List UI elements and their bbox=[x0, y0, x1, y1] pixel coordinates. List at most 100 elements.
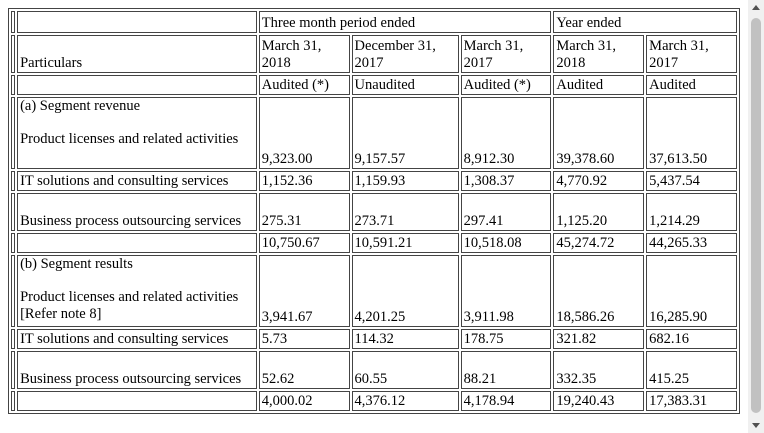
row-label-blank bbox=[17, 233, 257, 253]
row-label: IT solutions and consulting services bbox=[17, 171, 257, 191]
value-cell: 88.21 bbox=[460, 351, 552, 389]
total-cell: 19,240.43 bbox=[553, 391, 645, 411]
value-cell: 3,941.67 bbox=[258, 255, 350, 327]
scrollbar-thumb[interactable] bbox=[751, 18, 761, 413]
value-cell: 9,323.00 bbox=[258, 97, 350, 169]
total-cell: 45,274.72 bbox=[553, 233, 645, 253]
col-status-2: Unaudited bbox=[351, 75, 459, 95]
total-cell: 4,178.94 bbox=[460, 391, 552, 411]
col-date-4: March 31, 2018 bbox=[553, 35, 645, 73]
value-cell: 178.75 bbox=[460, 329, 552, 349]
value-cell: 4,201.25 bbox=[351, 255, 459, 327]
row-label-text: Product licenses and related activities … bbox=[20, 289, 239, 322]
table-row: IT solutions and consulting services 1,1… bbox=[11, 171, 737, 191]
col-date-5: March 31, 2017 bbox=[646, 35, 737, 73]
section-heading-revenue: (a) Segment revenue bbox=[20, 98, 141, 114]
header-three-month: Three month period ended bbox=[258, 11, 552, 33]
col-date-line1: March 31, bbox=[463, 38, 524, 54]
value-cell: 5.73 bbox=[258, 329, 350, 349]
row-stub bbox=[11, 351, 16, 389]
row-label: (b) Segment results Product licenses and … bbox=[17, 255, 257, 327]
col-date-line2: 2017 bbox=[463, 55, 493, 71]
document-viewport: Three month period ended Year ended Part… bbox=[8, 8, 740, 414]
total-cell: 4,000.02 bbox=[258, 391, 350, 411]
segment-table-frame: Three month period ended Year ended Part… bbox=[8, 8, 740, 414]
value-cell: 5,437.54 bbox=[646, 171, 737, 191]
col-status-4: Audited bbox=[553, 75, 645, 95]
value-cell: 273.71 bbox=[351, 193, 459, 231]
vertical-scrollbar[interactable] bbox=[748, 0, 764, 433]
value-cell: 1,152.36 bbox=[258, 171, 350, 191]
table-row: (a) Segment revenue Product licenses and … bbox=[11, 97, 737, 169]
value-cell: 3,911.98 bbox=[460, 255, 552, 327]
value-cell: 4,770.92 bbox=[553, 171, 645, 191]
total-cell: 10,518.08 bbox=[460, 233, 552, 253]
value-cell: 1,214.29 bbox=[646, 193, 737, 231]
col-date-line2: 2017 bbox=[649, 55, 679, 71]
row-label-text: Product licenses and related activities bbox=[20, 131, 239, 147]
table-row: IT solutions and consulting services 5.7… bbox=[11, 329, 737, 349]
col-date-line1: March 31, bbox=[556, 38, 616, 54]
scroll-up-arrow-icon[interactable] bbox=[748, 0, 764, 16]
table-row: Business process outsourcing services 52… bbox=[11, 351, 737, 389]
row-stub bbox=[11, 35, 16, 73]
col-date-2: December 31, 2017 bbox=[351, 35, 459, 73]
table-row: Business process outsourcing services 27… bbox=[11, 193, 737, 231]
value-cell: 1,308.37 bbox=[460, 171, 552, 191]
col-status-5: Audited bbox=[646, 75, 737, 95]
col-date-line2: 2017 bbox=[354, 55, 384, 71]
section-heading-results: (b) Segment results bbox=[20, 256, 133, 272]
row-stub bbox=[11, 193, 16, 231]
row-label: IT solutions and consulting services bbox=[17, 329, 257, 349]
col-date-line1: March 31, bbox=[649, 38, 709, 54]
header-year-ended: Year ended bbox=[553, 11, 737, 33]
row-stub bbox=[11, 171, 16, 191]
col-date-line2: 2018 bbox=[556, 55, 586, 71]
total-cell: 10,591.21 bbox=[351, 233, 459, 253]
total-cell: 44,265.33 bbox=[646, 233, 737, 253]
scroll-down-arrow-icon[interactable] bbox=[748, 417, 764, 433]
row-stub bbox=[11, 233, 16, 253]
value-cell: 1,125.20 bbox=[553, 193, 645, 231]
value-cell: 8,912.30 bbox=[460, 97, 552, 169]
table-row-total: 4,000.02 4,376.12 4,178.94 19,240.43 17,… bbox=[11, 391, 737, 411]
row-stub bbox=[11, 75, 16, 95]
col-date-line1: December 31, bbox=[354, 38, 436, 54]
value-cell: 37,613.50 bbox=[646, 97, 737, 169]
header-row-dates: Particulars March 31, 2018 December 31, 20… bbox=[11, 35, 737, 73]
row-stub bbox=[11, 11, 16, 33]
value-cell: 39,378.60 bbox=[553, 97, 645, 169]
value-cell: 60.55 bbox=[351, 351, 459, 389]
row-label: Business process outsourcing services bbox=[17, 193, 257, 231]
value-cell: 114.32 bbox=[351, 329, 459, 349]
value-cell: 415.25 bbox=[646, 351, 737, 389]
value-cell: 682.16 bbox=[646, 329, 737, 349]
col-date-3: March 31, 2017 bbox=[460, 35, 552, 73]
row-stub bbox=[11, 97, 16, 169]
value-cell: 297.41 bbox=[460, 193, 552, 231]
row-stub bbox=[11, 329, 16, 349]
col-date-line2: 2018 bbox=[261, 55, 291, 71]
row-label: (a) Segment revenue Product licenses and … bbox=[17, 97, 257, 169]
value-cell: 321.82 bbox=[553, 329, 645, 349]
value-cell: 18,586.26 bbox=[553, 255, 645, 327]
header-row-groups: Three month period ended Year ended bbox=[11, 11, 737, 33]
col-status-1: Audited (*) bbox=[258, 75, 350, 95]
header-particulars: Particulars bbox=[17, 35, 257, 73]
value-cell: 332.35 bbox=[553, 351, 645, 389]
row-stub bbox=[11, 391, 16, 411]
header-row-status: Audited (*) Unaudited Audited (*) Audite… bbox=[11, 75, 737, 95]
row-label: Business process outsourcing services bbox=[17, 351, 257, 389]
value-cell: 1,159.93 bbox=[351, 171, 459, 191]
table-row: (b) Segment results Product licenses and … bbox=[11, 255, 737, 327]
col-date-1: March 31, 2018 bbox=[258, 35, 350, 73]
total-cell: 17,383.31 bbox=[646, 391, 737, 411]
row-label-blank bbox=[17, 391, 257, 411]
segment-table: Three month period ended Year ended Part… bbox=[8, 8, 740, 414]
value-cell: 52.62 bbox=[258, 351, 350, 389]
value-cell: 9,157.57 bbox=[351, 97, 459, 169]
row-stub bbox=[11, 255, 16, 327]
header-blank-cell bbox=[17, 75, 257, 95]
total-cell: 10,750.67 bbox=[258, 233, 350, 253]
total-cell: 4,376.12 bbox=[351, 391, 459, 411]
